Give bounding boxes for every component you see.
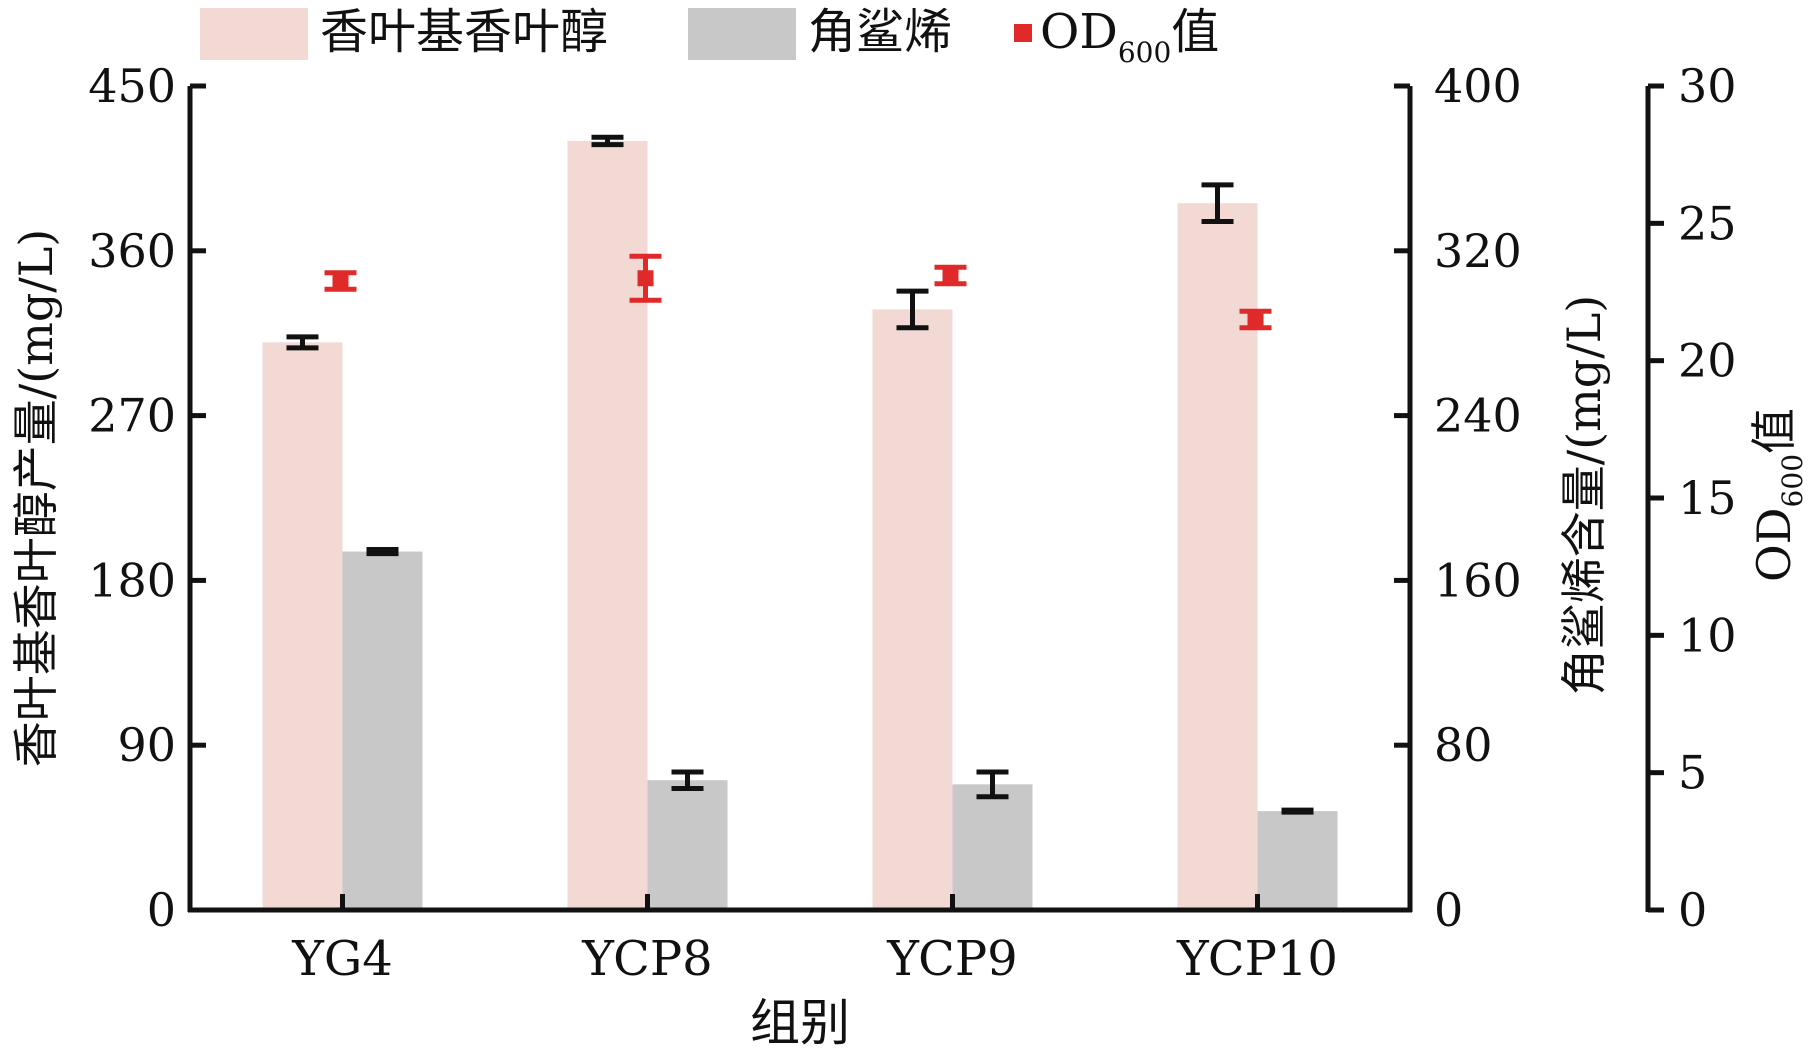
- left-tick-label-90: 90: [117, 718, 176, 772]
- left-tick-label-450: 450: [88, 59, 176, 113]
- legend-swatch-geraniol: [200, 8, 308, 60]
- bar-squalene-YG4: [342, 551, 423, 910]
- x-tick-label-YCP9: YCP9: [886, 931, 1017, 987]
- errorbar-squalene-YCP8: [671, 769, 704, 791]
- point-od-YG4: [332, 273, 349, 290]
- x-tick-label-YG4: YG4: [291, 931, 393, 987]
- series-layer: [262, 134, 1338, 911]
- legend-label-od: OD600值: [1040, 4, 1219, 69]
- right2-tick-label-5: 5: [1678, 746, 1707, 800]
- errorbar-geraniol-YG4: [286, 334, 319, 351]
- right2-tick-label-15: 15: [1678, 471, 1737, 525]
- right2-tick-label-30: 30: [1678, 59, 1737, 113]
- x-tick-label-YCP10: YCP10: [1176, 931, 1338, 987]
- errorbar-squalene-YCP10: [1281, 807, 1314, 815]
- left-axis-title: 香叶基香叶醇产量/(mg/L): [9, 229, 63, 768]
- axes-layer: 0 90 180 270 360 450 0 80 160 240 320 400 0 5 10 15 20 25…: [9, 59, 1809, 1052]
- left-tick-label-360: 360: [88, 224, 176, 278]
- right1-tick-label-160: 160: [1434, 553, 1522, 607]
- errorbar-geraniol-YCP9: [896, 288, 929, 331]
- left-tick-label-270: 270: [88, 389, 176, 443]
- errorbar-geraniol-YCP10: [1201, 182, 1234, 225]
- legend-label-od-tail: 值: [1171, 4, 1219, 60]
- right2-tick-label-0: 0: [1678, 883, 1707, 937]
- legend-label-od-main: OD: [1040, 4, 1118, 60]
- point-od-YCP10: [1247, 311, 1264, 328]
- right1-tick-label-400: 400: [1434, 59, 1522, 113]
- right1-axis-title: 角鲨烯含量/(mg/L): [1557, 295, 1611, 696]
- legend-swatch-squalene: [688, 8, 796, 60]
- bar-squalene-YCP9: [952, 784, 1033, 910]
- errorbar-squalene-YG4: [366, 547, 399, 557]
- point-od-YCP8: [637, 270, 654, 287]
- bar-geraniol-YCP8: [567, 140, 648, 910]
- errorbar-geraniol-YCP8: [591, 134, 624, 148]
- legend: 香叶基香叶醇 角鲨烯 OD600值: [200, 4, 1219, 69]
- right2-tick-label-20: 20: [1678, 334, 1737, 388]
- legend-marker-od: [1014, 24, 1032, 42]
- right1-tick-label-0: 0: [1434, 883, 1463, 937]
- legend-label-squalene: 角鲨烯: [808, 4, 952, 60]
- legend-label-geraniol: 香叶基香叶醇: [320, 4, 608, 60]
- right2-tick-label-10: 10: [1678, 608, 1737, 662]
- right2-axis-title-sub: 600: [1776, 454, 1809, 507]
- errorbar-squalene-YCP9: [976, 769, 1009, 800]
- left-tick-label-180: 180: [88, 553, 176, 607]
- right2-axis-title-main: OD: [1747, 507, 1801, 582]
- x-axis-title: 组别: [750, 994, 850, 1052]
- bar-geraniol-YCP10: [1177, 203, 1258, 911]
- legend-label-od-sub: 600: [1118, 36, 1171, 69]
- right1-tick-label-320: 320: [1434, 224, 1522, 278]
- x-tick-label-YCP8: YCP8: [581, 931, 712, 987]
- bar-squalene-YCP10: [1257, 811, 1338, 910]
- right1-tick-label-240: 240: [1434, 389, 1522, 443]
- bar-geraniol-YCP9: [872, 309, 953, 910]
- right2-tick-label-25: 25: [1678, 196, 1737, 250]
- bar-squalene-YCP8: [647, 780, 728, 910]
- right2-axis-title: OD600值: [1747, 408, 1809, 582]
- point-od-YCP9: [942, 267, 959, 284]
- right1-tick-label-80: 80: [1434, 718, 1493, 772]
- right2-axis-title-tail: 值: [1747, 408, 1801, 454]
- bar-geraniol-YG4: [262, 342, 343, 910]
- left-tick-label-0: 0: [147, 883, 176, 937]
